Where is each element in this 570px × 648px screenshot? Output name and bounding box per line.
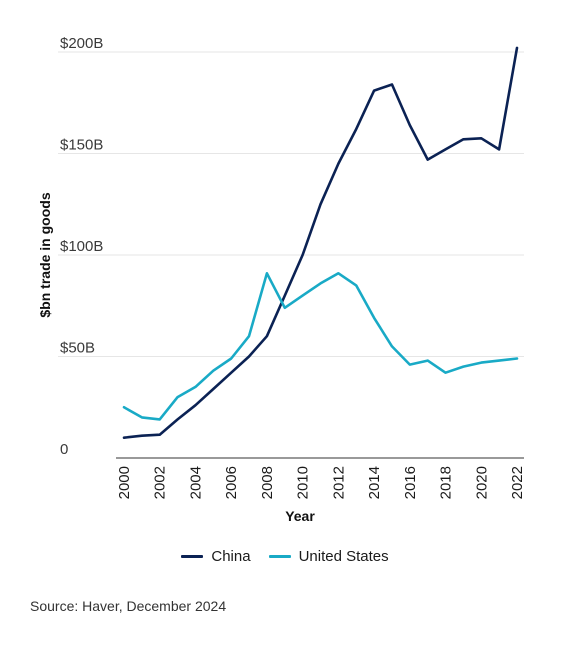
legend-label-china: China [211,548,251,565]
x-tick-label: 2006 [223,466,240,499]
x-tick-label: 2000 [116,466,133,499]
source-note: Source: Haver, December 2024 [30,598,227,614]
x-axis-title: Year [285,508,315,524]
gridlines [58,51,524,357]
legend-item-united-states: United States [268,548,389,565]
y-tick-label: $200B [60,35,103,52]
y-tick-label: 0 [60,441,68,458]
x-tick-label: 2012 [330,466,347,499]
legend-item-china: China [181,548,251,565]
x-axis-ticks: 2000 2002 2004 2006 2008 2010 2012 2014 2016 2018… [116,466,526,499]
series-line-united-states [122,271,519,421]
y-tick-label: $100B [60,238,103,255]
x-tick-label: 2002 [152,466,169,499]
y-axis-ticks: 0 $50B $100B $150B $200B [60,35,103,458]
x-tick-label: 2016 [402,466,419,499]
legend-swatch-china [181,555,204,558]
series-lines [122,46,519,440]
line-chart: 0$50B$100B$150B$200B 2000 2002 2004 2006 200… [37,35,526,524]
y-axis-title: $bn trade in goods [37,192,53,317]
series-line-china [122,46,519,440]
x-tick-label: 2004 [187,466,204,499]
x-tick-label: 2014 [366,466,383,499]
y-tick-label: $150B [60,137,103,154]
legend: China United States [0,548,570,565]
legend-label-united-states: United States [298,548,389,565]
x-tick-label: 2010 [295,466,312,499]
x-tick-label: 2008 [259,466,276,499]
x-tick-label: 2022 [509,466,526,499]
x-tick-label: 2020 [473,466,490,499]
y-tick-label: $50B [60,340,95,357]
legend-swatch-united-states [268,555,291,558]
x-tick-label: 2018 [438,466,455,499]
